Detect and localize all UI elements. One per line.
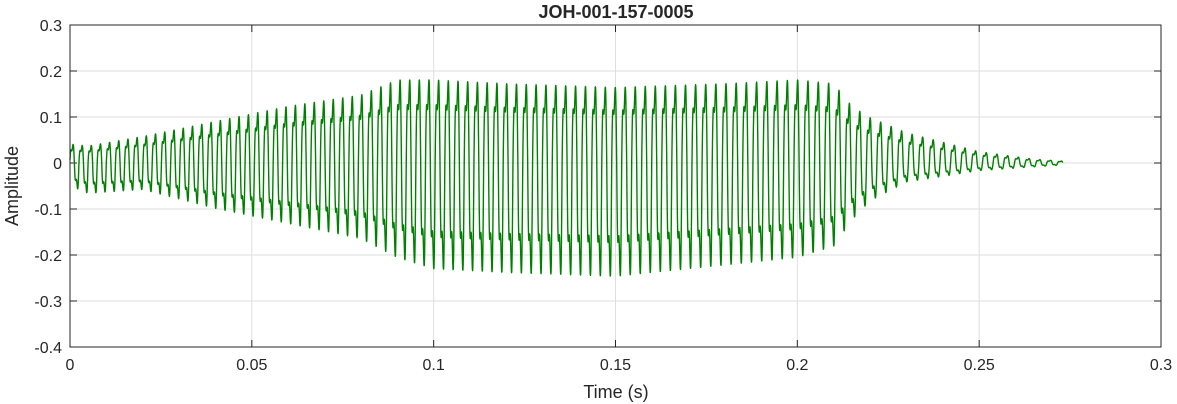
chart-title: JOH-001-157-0005 — [538, 2, 693, 22]
y-axis-label: Amplitude — [2, 146, 22, 226]
x-tick-label: 0.25 — [964, 357, 995, 374]
y-tick-label: 0.3 — [40, 18, 62, 35]
x-tick-label: 0.3 — [1150, 357, 1172, 374]
y-tick-label: -0.1 — [34, 202, 62, 219]
signal-line — [69, 79, 1064, 277]
x-tick-label: 0.2 — [786, 357, 808, 374]
plot-frame — [69, 24, 1162, 348]
x-tick-label: 0.1 — [423, 357, 445, 374]
grid-lines — [69, 24, 1162, 348]
x-tick-label: 0 — [66, 357, 75, 374]
y-tick-label: 0 — [53, 156, 62, 173]
y-tick-label: 0.2 — [40, 64, 62, 81]
y-tick-labels: -0.4 -0.3 -0.2 -0.1 0 0.1 0.2 0.3 — [34, 18, 62, 357]
x-tick-label: 0.15 — [600, 357, 631, 374]
y-tick-label: 0.1 — [40, 110, 62, 127]
x-tick-labels: 0 0.05 0.1 0.15 0.2 0.25 0.3 — [66, 357, 1173, 374]
y-tick-label: -0.4 — [34, 340, 62, 357]
x-axis-label: Time (s) — [583, 382, 648, 402]
y-tick-label: -0.2 — [34, 248, 62, 265]
y-tick-label: -0.3 — [34, 294, 62, 311]
x-tick-label: 0.05 — [236, 357, 267, 374]
